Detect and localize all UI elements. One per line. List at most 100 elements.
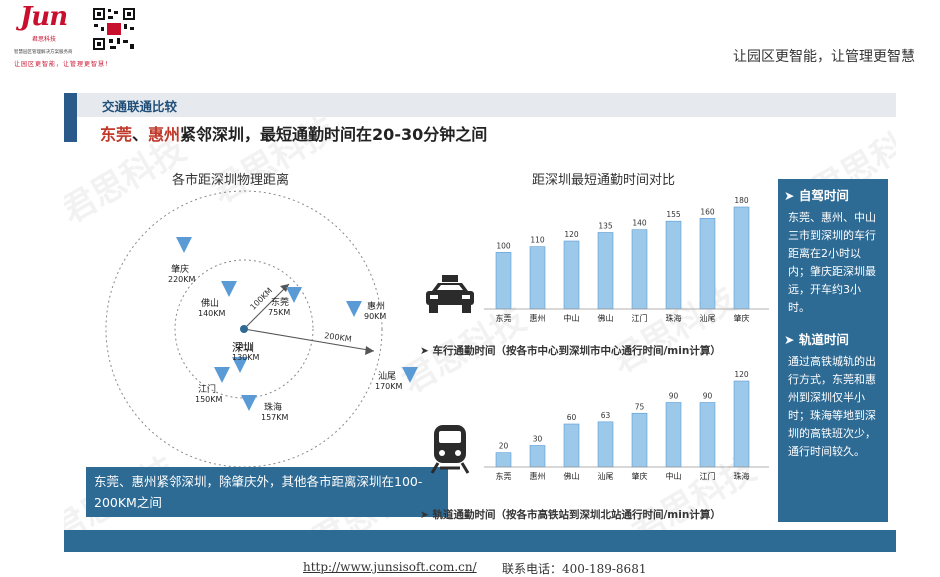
city-name: 佛山 — [201, 297, 219, 309]
bar-value-label: 90 — [703, 392, 713, 401]
chart-drive-time: 100 东莞 110 惠州 120 中山 135 佛山 140 江门 155 珠海 160 汕尾 180 肇庆 — [484, 196, 769, 323]
center-label: 深圳 — [232, 341, 254, 354]
logo-subtitle: 君思科技 — [32, 36, 57, 43]
info-heading-drive: ➤ 自驾时间 — [784, 188, 849, 203]
bar-value-label: 120 — [734, 370, 749, 379]
bar — [495, 252, 512, 310]
info-heading-rail: ➤ 轨道时间 — [784, 332, 849, 347]
footer-website-link[interactable]: http://www.junsisoft.com.cn/ — [303, 560, 477, 574]
headline-text: 紧邻深圳，最短通勤时间在20-30分钟之间 — [180, 125, 488, 144]
info-text-rail: 通过高铁城轨的出行方式，东莞和惠州到深圳仅半小时；珠海等地到深圳的高铁班次少，通… — [788, 355, 876, 458]
category-label: 汕尾 — [700, 313, 716, 323]
bar-value-label: 75 — [635, 402, 645, 411]
headline-sep: 、 — [132, 125, 149, 144]
city-distance: 130KM — [232, 353, 260, 362]
bar — [597, 421, 614, 468]
bar — [631, 229, 648, 310]
shenzhen-marker — [240, 325, 248, 333]
section-title: 交通联通比较 — [102, 99, 178, 114]
category-label: 珠海 — [666, 313, 682, 323]
train-icon — [430, 425, 470, 474]
bar-value-label: 110 — [530, 236, 545, 245]
slogan-right: 让园区更智能，让管理更智慧 — [733, 49, 915, 65]
bar — [699, 218, 716, 310]
bar-value-label: 140 — [632, 219, 647, 228]
chart1-caption: ➤ 车行通勤时间（按各市中心到深圳市中心通行时间/min计算） — [420, 345, 721, 357]
category-label: 中山 — [564, 313, 580, 323]
category-label: 江门 — [632, 313, 648, 323]
chart-rail-time: 20 东莞 30 惠州 60 佛山 63 汕尾 75 肇庆 90 中山 90 江门 120 珠海 — [484, 370, 769, 481]
logo: Jun — [20, 2, 68, 32]
bar-value-label: 120 — [564, 230, 579, 239]
bar-value-label: 135 — [598, 222, 613, 231]
slogan-left: 让园区更智能，让管理更智慧！ — [14, 61, 113, 68]
category-label: 汕尾 — [598, 471, 614, 481]
bar — [529, 246, 546, 310]
city-distance: 170KM — [375, 382, 403, 391]
taxi-icon — [426, 275, 474, 313]
bar-value-label: 20 — [499, 442, 509, 451]
category-label: 佛山 — [598, 313, 614, 323]
info-text-drive: 东莞、惠州、中山三市到深圳的车行距离在2小时以内；肇庆距深圳最远，开车约3小时。 — [788, 211, 876, 314]
bar — [597, 232, 614, 310]
city-marker-icon — [346, 301, 362, 317]
city-name: 肇庆 — [171, 263, 189, 275]
map-title: 各市距深圳物理距离 — [172, 173, 290, 188]
city-distance: 140KM — [198, 309, 226, 318]
category-label: 中山 — [666, 471, 682, 481]
bar — [665, 402, 682, 468]
radius-100km — [243, 283, 290, 330]
title-bar — [64, 93, 896, 117]
chart2-caption: ➤ 轨道通勤时间（按各市高铁站到深圳北站通行时间/min计算） — [420, 509, 721, 521]
bar-value-label: 30 — [533, 435, 543, 444]
title-accent — [64, 93, 77, 142]
arrow-head — [280, 284, 289, 292]
bar-value-label: 100 — [496, 241, 511, 250]
city-marker-icon — [402, 367, 418, 383]
city-distance: 220KM — [168, 275, 196, 284]
city-distance: 90KM — [364, 312, 386, 321]
category-label: 肇庆 — [632, 471, 648, 481]
bar — [495, 452, 512, 468]
headline-city-2: 惠州 — [148, 125, 181, 144]
headline-city-1: 东莞 — [100, 125, 133, 144]
city-name: 汕尾 — [378, 371, 396, 382]
city-name: 东莞 — [271, 296, 289, 308]
slide: 君思科技 君思科技 君思科技 君思科技 君思科技 君思科技 君思科技 君思科技 … — [64, 93, 896, 552]
category-label: 惠州 — [530, 471, 546, 481]
category-label: 江门 — [700, 471, 716, 481]
bar — [733, 380, 750, 468]
category-label: 东莞 — [496, 313, 512, 323]
bar — [563, 240, 580, 310]
city-marker-icon — [241, 395, 257, 411]
bar-value-label: 180 — [734, 196, 749, 205]
ring-100km — [174, 259, 314, 399]
bar — [733, 206, 750, 310]
city-marker-icon — [176, 237, 192, 253]
arrow-head — [365, 346, 374, 355]
city-name: 珠海 — [264, 401, 282, 413]
category-label: 肇庆 — [734, 313, 750, 323]
chart1-caption-text: 车行通勤时间（按各市中心到深圳市中心通行时间/min计算） — [432, 345, 721, 357]
headline: 东莞、惠州紧邻深圳，最短通勤时间在20-30分钟之间 — [100, 121, 487, 145]
radius-200km — [243, 328, 375, 352]
chart2-caption-text: 轨道通勤时间（按各市高铁站到深圳北站通行时间/min计算） — [432, 509, 721, 521]
category-label: 惠州 — [530, 313, 546, 323]
info-heading-rail-text: 轨道时间 — [798, 332, 849, 347]
qr-code-icon — [92, 7, 136, 51]
city-distance: 150KM — [195, 395, 223, 404]
distance-map: 100KM 200KM 深圳 肇庆220KM佛山140KM东莞75KM惠州90K… — [105, 190, 418, 468]
city-name: 中山 — [235, 341, 253, 353]
city-marker-icon — [286, 287, 302, 303]
city-marker-icon — [221, 281, 237, 297]
bar — [529, 445, 546, 468]
bar-value-label: 155 — [666, 210, 681, 219]
category-label: 珠海 — [734, 471, 750, 481]
map-caption: 东莞、惠州紧邻深圳，除肇庆外，其他各市距离深圳在100-200KM之间 — [86, 467, 448, 517]
bar — [631, 412, 648, 468]
bar-value-label: 90 — [669, 392, 679, 401]
bar-value-label: 63 — [601, 411, 611, 420]
charts-title: 距深圳最短通勤时间对比 — [532, 173, 676, 188]
bottom-bar — [64, 530, 896, 552]
info-heading-drive-text: 自驾时间 — [798, 188, 849, 203]
